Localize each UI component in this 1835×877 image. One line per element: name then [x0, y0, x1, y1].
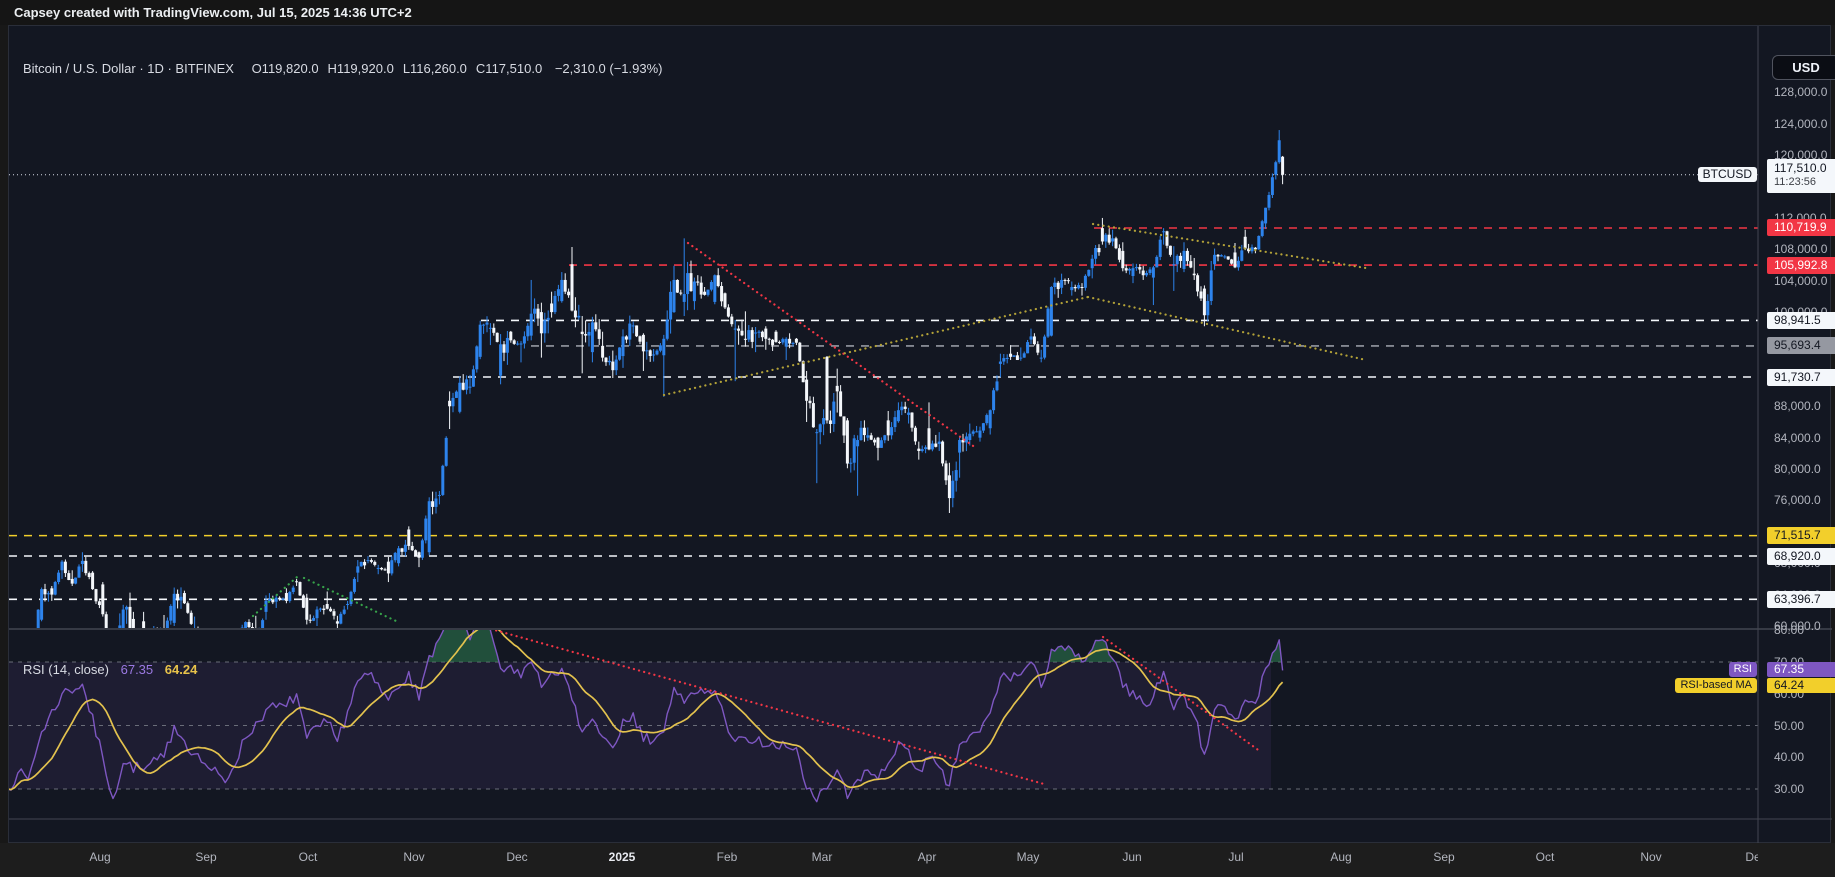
- price-level-badge: 98,941.5: [1767, 311, 1835, 329]
- symbol-title[interactable]: Bitcoin / U.S. Dollar · 1D · BITFINEX: [23, 61, 234, 76]
- time-axis-label: Aug: [89, 850, 111, 864]
- ohlc-values: O119,820.0 H119,920.0 L116,260.0 C117,510.0: [243, 61, 543, 76]
- rsi-tick-label: 80.00: [1774, 623, 1805, 638]
- price-tick-label: 120,000.0: [1774, 148, 1828, 163]
- ohlc-token-h: H119,920.0: [327, 61, 394, 76]
- price-tick-label: 84,000.0: [1774, 430, 1821, 445]
- price-level-badge: 110,719.9: [1767, 219, 1835, 237]
- ohlc-token-l: L116,260.0: [402, 61, 467, 76]
- rsi-tick-label: 30.00: [1774, 782, 1805, 796]
- price-tick-label: 60,000.0: [1774, 618, 1821, 633]
- price-tick-label: 108,000.0: [1774, 242, 1828, 257]
- time-axis-label: May: [1016, 850, 1040, 864]
- time-axis-label: Sep: [1433, 850, 1455, 864]
- time-axis-label: Aug: [1330, 850, 1352, 864]
- time-axis-label: Sep: [195, 850, 217, 864]
- time-axis[interactable]: Aug Sep Oct Nov Dec 2025 Feb Mar Apr May Jun Jul Aug…: [9, 844, 1758, 869]
- time-axis-label: Feb: [716, 850, 738, 864]
- rsi-ma-value: 64.24: [164, 662, 198, 677]
- rsi-value-badge: 64.24: [1767, 678, 1835, 694]
- time-axis-label: 2025: [608, 850, 636, 864]
- price-level-badge: 68,920.0: [1767, 547, 1835, 565]
- time-axis-label: Oct: [298, 850, 318, 864]
- rsi-value: 67.35: [120, 662, 154, 677]
- time-axis-label: Mar: [811, 850, 833, 864]
- rsi-value-badge: 67.35: [1767, 662, 1835, 678]
- change-value: −2,310.0 (−1.93%): [554, 61, 663, 76]
- currency-usd-button[interactable]: USD: [1772, 55, 1835, 80]
- price-tick-label: 104,000.0: [1774, 273, 1828, 288]
- last-price-value: 117,510.0: [1774, 160, 1827, 175]
- time-axis-label: Nov: [403, 850, 425, 864]
- price-level-badge: 63,396.7: [1767, 590, 1835, 608]
- time-axis-label: Nov: [1640, 850, 1662, 864]
- bar-countdown: 11:23:56: [1774, 175, 1817, 188]
- price-tick-label: 88,000.0: [1774, 399, 1821, 414]
- price-tick-label: 80,000.0: [1774, 462, 1821, 477]
- time-axis-label: Oct: [1535, 850, 1555, 864]
- bottom-bar: TradingView: [0, 843, 1835, 877]
- price-tick-label: 124,000.0: [1774, 116, 1828, 131]
- time-axis-label: Jun: [1122, 850, 1142, 864]
- rsi-label-pill: RSI: [1728, 662, 1757, 678]
- time-axis-label: Apr: [917, 850, 937, 864]
- attribution-bar: Capsey created with TradingView.com, Jul…: [0, 0, 1835, 25]
- rsi-label-pill: RSI-based MA: [1675, 678, 1757, 694]
- symbol-legend[interactable]: Bitcoin / U.S. Dollar · 1D · BITFINEX O1…: [23, 61, 663, 76]
- time-axis-label: Jul: [1228, 850, 1244, 864]
- price-tick-label: 76,000.0: [1774, 493, 1821, 508]
- price-level-badge: 91,730.7: [1767, 368, 1835, 386]
- rsi-title[interactable]: RSI (14, close): [23, 662, 109, 677]
- ohlc-token-o: O119,820.0: [251, 61, 319, 76]
- rsi-legend[interactable]: RSI (14, close) 67.35 64.24: [23, 662, 197, 677]
- chart-canvas[interactable]: [9, 26, 1832, 844]
- price-tick-label: 128,000.0: [1774, 85, 1828, 100]
- price-level-badge: 105,992.8: [1767, 256, 1835, 274]
- price-level-badge: 95,693.4: [1767, 337, 1835, 355]
- rsi-tick-label: 40.00: [1774, 750, 1805, 765]
- attribution-text: Capsey created with TradingView.com, Jul…: [14, 5, 412, 20]
- ohlc-token-c: C117,510.0: [475, 61, 543, 76]
- time-axis-label: Dec: [506, 850, 528, 864]
- last-price-badge: 117,510.0 11:23:56: [1767, 158, 1835, 193]
- ticker-price-pill: BTCUSD: [1697, 166, 1757, 182]
- time-axis-label: Dec: [1745, 850, 1758, 864]
- chart-widget[interactable]: Bitcoin / U.S. Dollar · 1D · BITFINEX O1…: [8, 25, 1835, 864]
- rsi-tick-label: 50.00: [1774, 718, 1805, 733]
- price-level-badge: 71,515.7: [1767, 527, 1835, 545]
